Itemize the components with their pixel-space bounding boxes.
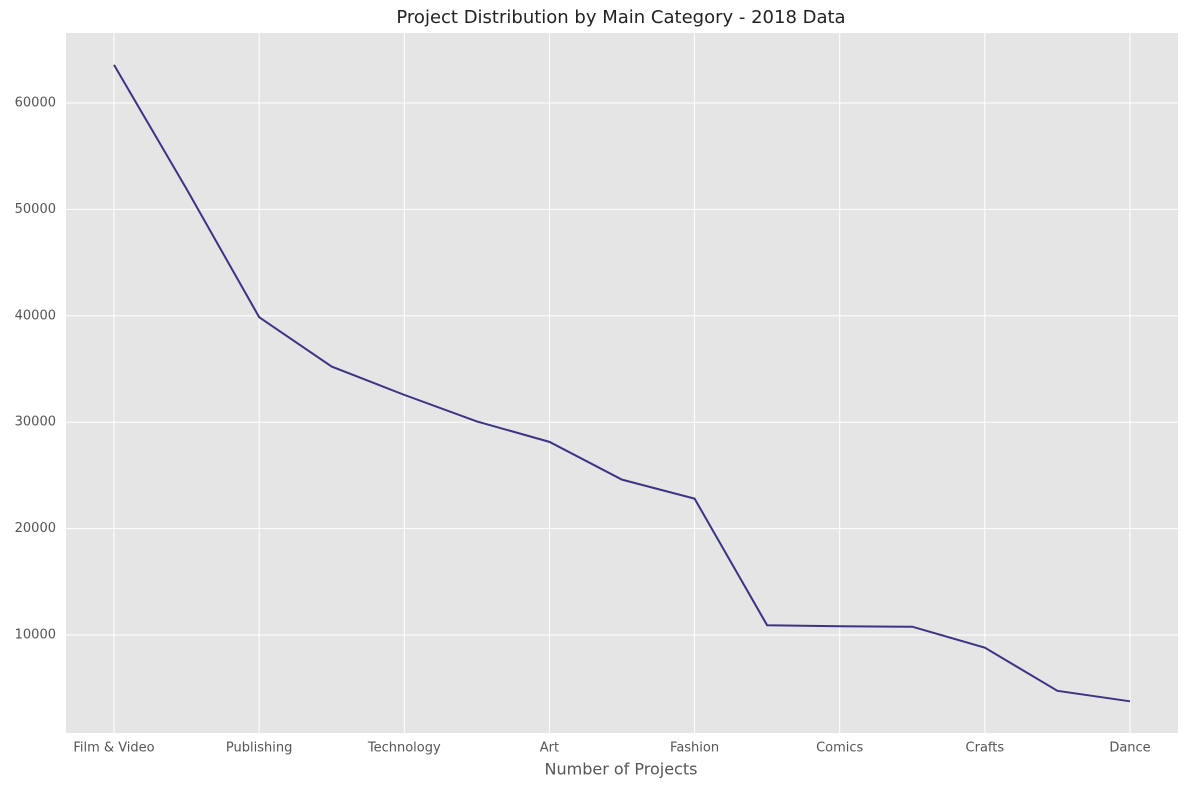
data-line — [113, 64, 1131, 703]
x-tick-label: Crafts — [966, 741, 1005, 756]
x-axis-label: Number of Projects — [545, 760, 698, 779]
x-tick-label: Comics — [816, 741, 863, 756]
y-tick-label: 50000 — [15, 202, 56, 217]
y-tick-label: 40000 — [15, 308, 56, 323]
x-tick-label: Publishing — [226, 741, 292, 756]
y-tick-label: 20000 — [15, 521, 56, 536]
y-tick-label: 10000 — [15, 628, 56, 643]
x-tick-label: Technology — [367, 741, 441, 756]
x-tick-label: Dance — [1109, 741, 1150, 756]
x-tick-label: Fashion — [670, 741, 719, 756]
x-tick-label: Art — [540, 741, 559, 756]
chart-title: Project Distribution by Main Category - … — [396, 7, 845, 28]
plot-area — [66, 33, 1178, 733]
y-tick-label: 60000 — [15, 96, 56, 111]
x-tick-label: Film & Video — [73, 741, 154, 756]
y-tick-label: 30000 — [15, 415, 56, 430]
